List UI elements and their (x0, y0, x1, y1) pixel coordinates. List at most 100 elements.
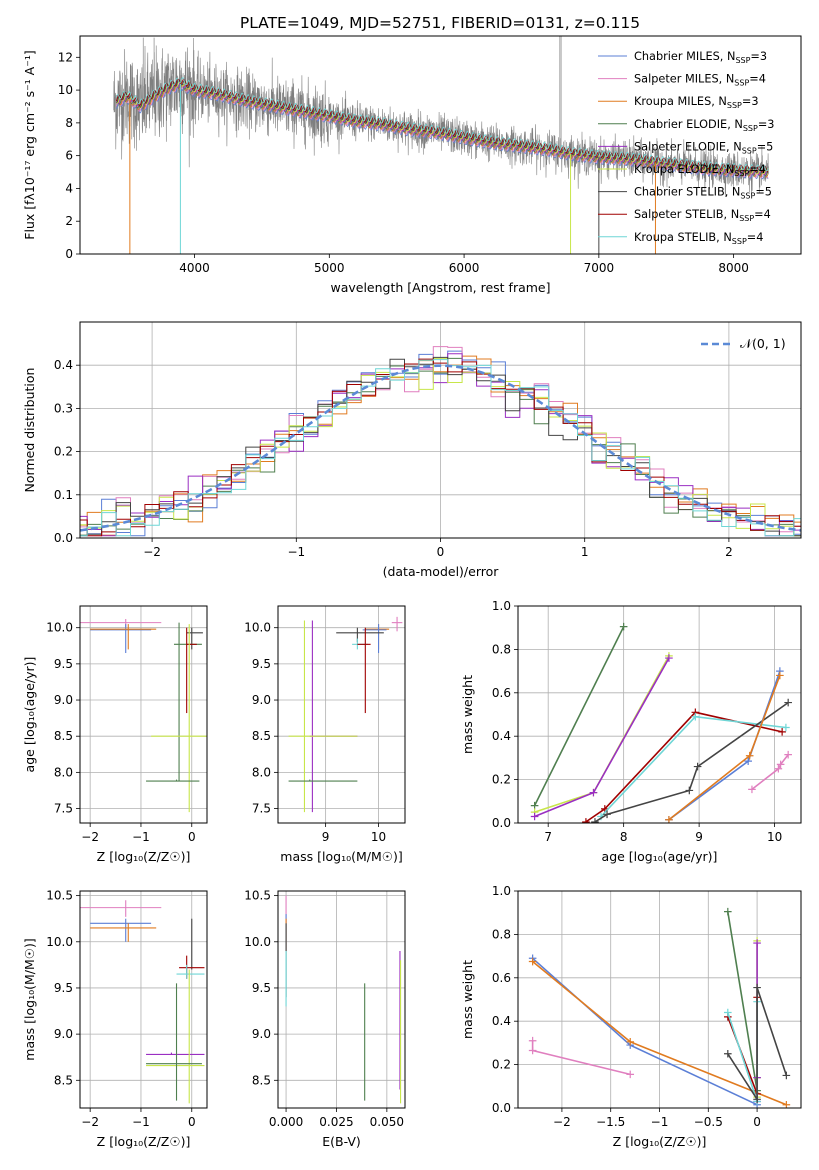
hist-kroupa_stelib (80, 359, 801, 537)
marker (589, 788, 598, 797)
series-chabrier_elodie (533, 626, 625, 806)
hist-kroupa_miles (80, 355, 801, 536)
series-salpeter_stelib (727, 997, 758, 1095)
y-tick-label: 10.5 (46, 889, 73, 903)
x-axis-label: Z [log₁₀(Z/Z☉)] (97, 849, 191, 864)
y-tick-label: 0.6 (492, 971, 511, 985)
x-tick-label: −1 (287, 545, 305, 559)
series-chabrier_elodie (727, 911, 758, 1091)
y-tick-label: 0.2 (492, 773, 511, 787)
marker (782, 723, 790, 732)
y-tick-label: 4 (65, 181, 73, 195)
y-tick-label: 10.0 (244, 935, 271, 949)
plot-area (528, 907, 791, 1108)
x-tick-label: −1 (132, 830, 150, 844)
x-tick-label: −1 (651, 1115, 669, 1129)
series-kroupa_elodie (534, 655, 670, 813)
marker (724, 1049, 732, 1058)
y-tick-label: 0.0 (492, 1101, 511, 1115)
series-salpeter_miles (531, 1040, 631, 1076)
x-tick-label: −2 (553, 1115, 571, 1129)
y-tick-label: 8 (65, 116, 73, 130)
y-tick-label: 8.5 (252, 1073, 271, 1087)
hist-salpeter_miles (80, 346, 801, 537)
y-tick-label: 9.5 (252, 657, 271, 671)
x-tick-label: 0 (188, 1115, 196, 1129)
marker (665, 815, 673, 823)
y-tick-label: 0.3 (54, 401, 73, 415)
marker (724, 1008, 732, 1017)
y-tick-label: 2 (65, 214, 73, 228)
y-tick-label: 8.0 (252, 765, 271, 779)
y-tick-label: 7.5 (54, 802, 73, 816)
y-tick-label: 9.0 (252, 1027, 271, 1041)
x-axis-label: mass [log₁₀(M/M☉)] (280, 849, 402, 864)
hist-salpeter_stelib (80, 358, 801, 537)
y-tick-label: 1.0 (492, 884, 511, 898)
y-tick-label: 0.0 (54, 531, 73, 545)
marker (528, 1046, 537, 1055)
y-tick-label: 0.0 (492, 816, 511, 830)
marker (626, 1038, 635, 1046)
plot-area (80, 346, 801, 537)
model-salpeter_elodie (116, 80, 769, 176)
marker (748, 785, 756, 794)
marker (626, 1070, 635, 1079)
x-tick-label: −2 (81, 1115, 99, 1129)
x-axis-label: Z [log₁₀(Z/Z☉)] (97, 1134, 191, 1149)
marker (776, 760, 785, 769)
x-tick-label: 4000 (179, 261, 210, 275)
series-salpeter_miles (751, 754, 789, 791)
x-tick-label: 0.000 (269, 1115, 303, 1129)
x-axis-label: E(B-V) (322, 1134, 361, 1149)
marker (774, 764, 783, 773)
y-tick-label: 0.8 (492, 927, 511, 941)
y-tick-label: 9.0 (54, 693, 73, 707)
y-tick-label: 10.0 (244, 621, 271, 635)
y-tick-label: 0.1 (54, 488, 73, 502)
y-tick-label: 10.5 (244, 889, 271, 903)
legend-entry: Chabrier STELIB, NSSP=5 (634, 186, 772, 201)
legend-entry: Kroupa ELODIE, NSSP=4 (634, 163, 766, 178)
y-tick-label: 0.2 (54, 445, 73, 459)
y-axis-label: mass weight (460, 675, 475, 754)
series-salpeter_elodie (534, 657, 670, 818)
y-tick-label: 0.8 (492, 642, 511, 656)
y-tick-label: 10.0 (46, 935, 73, 949)
y-tick-label: 10 (58, 83, 73, 97)
series-chabrier_stelib (727, 987, 788, 1103)
x-tick-label: 0 (188, 830, 196, 844)
marker (753, 983, 761, 992)
marker (724, 907, 732, 916)
y-axis-label: Normed distribution (22, 368, 37, 493)
marker (685, 786, 694, 795)
hist-chabrier_elodie (80, 357, 801, 537)
axes-frame (517, 890, 802, 1109)
x-tick-label: 0 (437, 545, 445, 559)
x-tick-label: 10 (767, 830, 782, 844)
y-tick-label: 0 (65, 247, 73, 261)
x-tick-label: 7 (544, 830, 552, 844)
x-tick-label: 0.050 (370, 1115, 404, 1129)
marker (528, 1036, 537, 1045)
x-axis-label: age [log₁₀(age/yr)] (602, 849, 718, 864)
panel-massweight-vs-age: 7 8 9 10 0.0 0.2 0.4 0.6 0.8 1.0 age [log₁₀(age/yr… (460, 599, 802, 864)
y-tick-label: 9.5 (54, 981, 73, 995)
legend-entry: Salpeter MILES, NSSP=4 (634, 73, 766, 88)
legend-entry: Kroupa MILES, NSSP=3 (634, 95, 759, 110)
y-tick-label: 0.6 (492, 686, 511, 700)
legend-entry: Salpeter STELIB, NSSP=4 (634, 208, 771, 223)
plot-area (288, 616, 403, 813)
x-tick-label: 8 (620, 830, 628, 844)
x-tick-label: 9 (322, 830, 330, 844)
y-tick-label: 8.5 (54, 729, 73, 743)
panel-age-vs-mass: 9 10 7.5 8.0 8.5 9.0 9.5 10.0 mass [log₁₀(M/M☉)] (244, 605, 406, 864)
y-tick-label: 12 (58, 50, 73, 64)
x-tick-label: 5000 (314, 261, 345, 275)
marker (776, 671, 784, 680)
x-tick-label: 10 (371, 830, 386, 844)
marker (784, 750, 792, 759)
y-tick-label: 6 (65, 149, 73, 163)
marker (753, 1095, 761, 1104)
x-tick-label: 0 (753, 1115, 761, 1129)
